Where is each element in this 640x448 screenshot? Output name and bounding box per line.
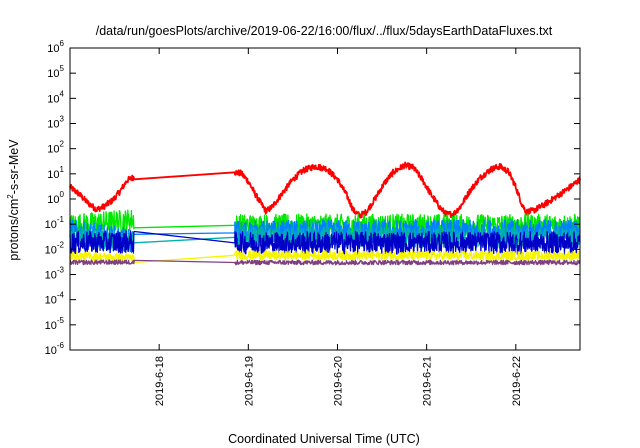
flux-series-line-6 [69, 250, 581, 264]
y-tick-label: 106 [47, 39, 64, 55]
y-tick-label: 10-4 [45, 291, 65, 307]
y-tick-label: 102 [47, 140, 64, 156]
flux-series-line-7 [69, 259, 581, 266]
y-tick-label: 103 [47, 115, 64, 131]
y-axis-label-part1: protons/cm [7, 199, 21, 261]
y-tick-label: 104 [47, 89, 64, 105]
x-axis: 2019-6-18 2019-6-19 2019-6-20 2019-6-21 2019… [154, 48, 523, 406]
x-tick-label: 2019-6-18 [154, 356, 166, 406]
y-tick-label: 10-2 [45, 240, 65, 256]
y-tick-label: 105 [47, 64, 64, 80]
y-tick-label: 100 [47, 190, 64, 206]
y-tick-label: 10-6 [45, 341, 65, 357]
plot-frame [69, 47, 581, 351]
flux-series-line-5 [69, 230, 581, 255]
y-tick-label: 10-1 [45, 215, 65, 231]
y-tick-label: 10-3 [45, 266, 65, 282]
y-tick-label: 101 [47, 165, 64, 181]
x-tick-label: 2019-6-19 [243, 356, 255, 406]
plot-lines [69, 161, 581, 266]
x-axis-label: Coordinated Universal Time (UTC) [228, 432, 420, 446]
y-axis-label: protons/cm2-s-sr-MeV [6, 139, 21, 261]
y-axis: 10-6 10-5 10-4 10-3 10-2 10-1 100 101 102 103 104 1… [45, 39, 580, 357]
x-tick-label: 2019-6-20 [332, 356, 344, 406]
y-axis-label-superscript: 2 [6, 194, 15, 199]
x-tick-label: 2019-6-22 [511, 356, 523, 406]
y-tick-label: 10-5 [45, 316, 65, 332]
chart-title: /data/run/goesPlots/archive/2019-06-22/1… [96, 24, 553, 38]
flux-series-line-1 [69, 161, 581, 219]
x-tick-label: 2019-6-21 [422, 356, 434, 406]
y-axis-label-part2: -s-sr-MeV [7, 139, 21, 195]
